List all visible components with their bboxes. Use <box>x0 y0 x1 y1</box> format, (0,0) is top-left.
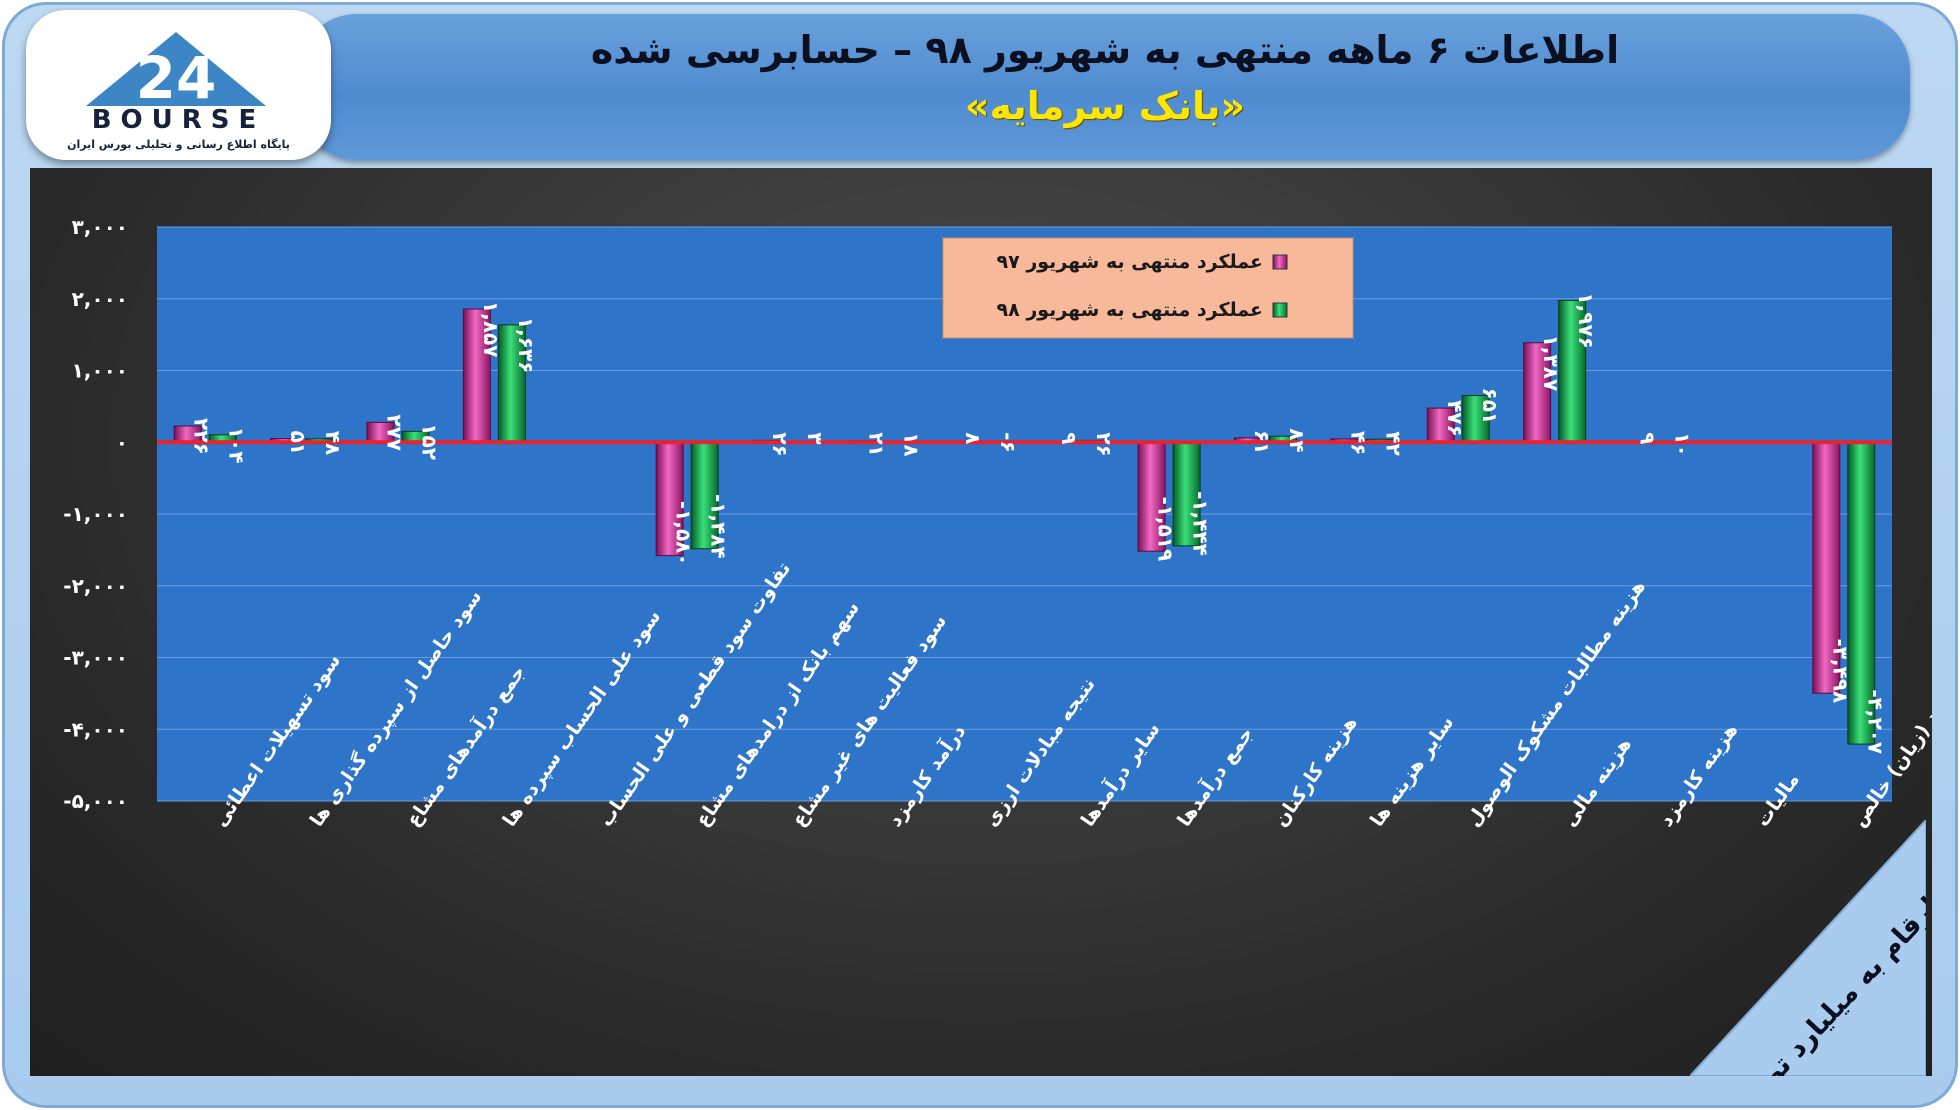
data-label: ۴۸ <box>321 431 345 455</box>
bar-98 <box>1558 299 1587 443</box>
bar-97 <box>1426 407 1455 443</box>
data-label: ۴۲ <box>1381 431 1405 455</box>
unit-corner: ارقام به میلیارد تومان <box>1690 820 1926 1076</box>
data-label: ۹ <box>1636 432 1660 444</box>
data-label: ۶۱ <box>1250 430 1274 454</box>
data-label: ۳ <box>803 432 827 444</box>
data-label: ۴۷۶ <box>1443 400 1467 437</box>
data-label: ۸۴ <box>1285 428 1309 452</box>
unit-corner-shape: ارقام به میلیارد تومان <box>1690 820 1926 1076</box>
y-tick-label: -۵,۰۰۰ <box>63 789 128 813</box>
legend-swatch-98 <box>1272 302 1288 318</box>
chart-area: ۳,۰۰۰ ۲,۰۰۰ ۱,۰۰۰ ۰ -۱,۰۰۰ -۲,۰۰۰ -۳,۰۰۰ -۴,۰۰۰… <box>30 168 1932 1076</box>
legend-swatch-97 <box>1272 254 1288 270</box>
data-label: -۶ <box>996 432 1020 453</box>
data-label: ۱,۳۸۷ <box>1539 335 1563 391</box>
y-tick-label: ۱,۰۰۰ <box>72 359 128 383</box>
bar-97 <box>655 441 684 557</box>
data-label: -۳,۴۹۸ <box>1828 638 1852 703</box>
y-tick-label: ۲,۰۰۰ <box>72 287 128 311</box>
data-label: ۶۵۱ <box>1478 388 1502 425</box>
bar-98 <box>497 324 526 443</box>
bar-97 <box>1137 441 1166 552</box>
legend-label-98: عملکرد منتهی به شهریور ۹۸ <box>997 299 1263 321</box>
data-label: ۴۶ <box>1346 431 1370 455</box>
y-tick-label: -۱,۰۰۰ <box>63 502 128 526</box>
y-tick-label: -۳,۰۰۰ <box>63 646 128 670</box>
data-label: ۲۷۷ <box>382 414 406 451</box>
data-label: ۲۱ <box>864 432 888 456</box>
data-label: ۲۶ <box>768 432 792 456</box>
legend-label-97: عملکرد منتهی به شهریور ۹۷ <box>997 251 1263 273</box>
data-label: -۱,۴۴۴ <box>1189 491 1213 556</box>
data-label: -۱,۴۸۴ <box>707 494 731 559</box>
data-label: ۱۵۲ <box>417 423 441 460</box>
logo-number: 24 <box>136 44 217 110</box>
logo-tagline: پایگاه اطلاع رسانی و تحلیلی بورس ایران <box>67 138 290 151</box>
data-label: ۱,۶۳۶ <box>514 317 538 373</box>
data-label: -۱,۵۸۰ <box>672 501 696 566</box>
data-label: -۱,۵۱۹ <box>1154 497 1178 562</box>
data-label: ۱۸ <box>899 432 923 456</box>
data-label: -۴,۲۰۷ <box>1863 689 1887 754</box>
bar-97 <box>462 308 491 443</box>
data-label: ۱,۸۵۷ <box>479 301 503 357</box>
data-label: ۸ <box>961 432 985 444</box>
data-label: ۱۰ <box>1671 432 1695 456</box>
chart-subtitle: «بانک سرمایه» <box>964 84 1246 128</box>
bar-98 <box>1847 441 1876 745</box>
data-label: ۵۱ <box>286 431 310 455</box>
bar-98 <box>1461 395 1490 443</box>
y-tick-label: ۳,۰۰۰ <box>72 215 128 239</box>
legend: عملکرد منتهی به شهریور ۹۷ عملکرد منتهی ب… <box>942 237 1354 339</box>
logo-mark: 24 <box>86 32 266 110</box>
data-label: ۹ <box>1057 432 1081 444</box>
bar-chart: ۳,۰۰۰ ۲,۰۰۰ ۱,۰۰۰ ۰ -۱,۰۰۰ -۲,۰۰۰ -۳,۰۰۰ -۴,۰۰۰… <box>63 215 1932 831</box>
title-banner: اطلاعات ۶ ماهه منتهی به شهریور ۹۸ – حساب… <box>300 14 1910 160</box>
bar-98 <box>1172 441 1201 547</box>
chart-title: اطلاعات ۶ ماهه منتهی به شهریور ۹۸ – حساب… <box>590 28 1620 72</box>
y-tick-label: -۴,۰۰۰ <box>63 717 128 741</box>
data-label: ۲۲۶ <box>190 418 214 455</box>
unit-triangle <box>1690 820 1926 1076</box>
y-axis-labels: ۳,۰۰۰ ۲,۰۰۰ ۱,۰۰۰ ۰ -۱,۰۰۰ -۲,۰۰۰ -۳,۰۰۰ -۴,۰۰۰… <box>63 215 128 813</box>
data-label: ۱,۹۷۶ <box>1574 292 1598 348</box>
bourse24-logo: 24 BOURSE پایگاه اطلاع رسانی و تحلیلی بو… <box>26 10 331 160</box>
data-label: ۱۰۴ <box>225 427 249 464</box>
logo-wordmark: BOURSE <box>91 105 266 135</box>
y-tick-label: ۰ <box>116 430 128 454</box>
y-tick-label: -۲,۰۰۰ <box>63 574 128 598</box>
logo-triangle <box>86 32 266 106</box>
data-label: ۲۶ <box>1092 432 1116 456</box>
data-labels: ۲۲۶ ۱۰۴ ۵۱ ۴۸ ۲۷۷ ۱۵۲ ۱,۸۵۷ ۱,۶۳۶ -۱,۵۸۰ -۱,۴۸۴ ۲۶… <box>190 292 1888 754</box>
